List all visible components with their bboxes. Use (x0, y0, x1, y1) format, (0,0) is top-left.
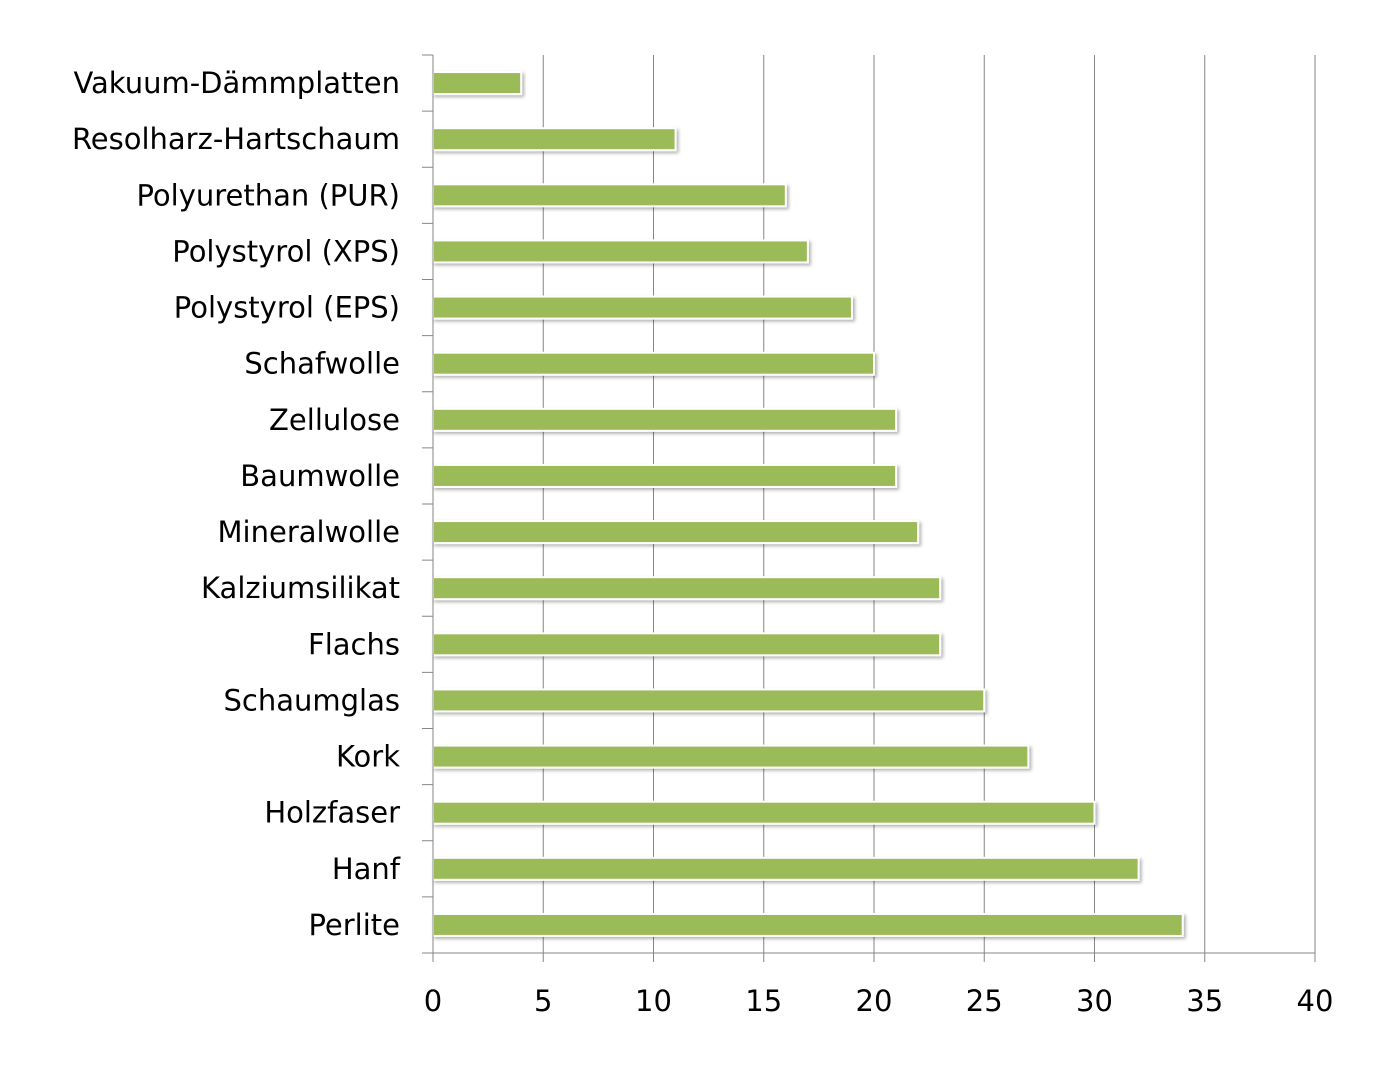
category-label: Polystyrol (XPS) (172, 234, 400, 268)
bar (432, 800, 1096, 825)
category-label: Zellulose (269, 403, 400, 437)
bar (432, 912, 1184, 937)
bar (432, 295, 853, 320)
bar (432, 744, 1030, 769)
category-label: Schaumglas (224, 683, 400, 717)
category-label: Mineralwolle (218, 515, 400, 549)
bar (432, 351, 875, 376)
bar (432, 688, 986, 713)
bar (432, 183, 787, 208)
x-tick-label: 0 (424, 984, 442, 1018)
bar (432, 127, 677, 152)
x-tick-label: 30 (1076, 984, 1113, 1018)
bar (432, 71, 523, 96)
category-label: Schafwolle (244, 347, 400, 381)
x-tick-label: 10 (635, 984, 672, 1018)
x-tick-label: 5 (534, 984, 552, 1018)
category-label: Resolharz-Hartschaum (72, 122, 400, 156)
category-label: Flachs (308, 627, 400, 661)
category-label: Hanf (332, 852, 401, 886)
x-tick-label: 35 (1186, 984, 1223, 1018)
x-tick-label: 40 (1297, 984, 1334, 1018)
x-tick-label: 15 (745, 984, 782, 1018)
category-label: Vakuum-Dämmplatten (73, 66, 400, 100)
category-label: Kalziumsilikat (201, 571, 400, 605)
bar (432, 520, 920, 545)
axes (422, 54, 1316, 962)
bar (432, 239, 809, 264)
bar (432, 576, 942, 601)
bars (432, 71, 1184, 937)
bar (432, 463, 898, 488)
bar (432, 407, 898, 432)
category-label: Baumwolle (240, 459, 400, 493)
category-label: Kork (336, 740, 400, 774)
bar (432, 632, 942, 657)
category-label: Holzfaser (264, 796, 400, 830)
category-label: Polystyrol (EPS) (174, 291, 400, 325)
bar (432, 856, 1140, 881)
category-label: Polyurethan (PUR) (136, 178, 400, 212)
category-labels: Vakuum-Dämmplatten Resolharz-Hartschaum Po… (72, 66, 401, 942)
x-tick-labels: 0 5 10 15 20 25 30 35 40 (424, 984, 1334, 1018)
x-tick-label: 25 (966, 984, 1003, 1018)
x-tick-label: 20 (856, 984, 893, 1018)
category-label: Perlite (308, 908, 400, 942)
